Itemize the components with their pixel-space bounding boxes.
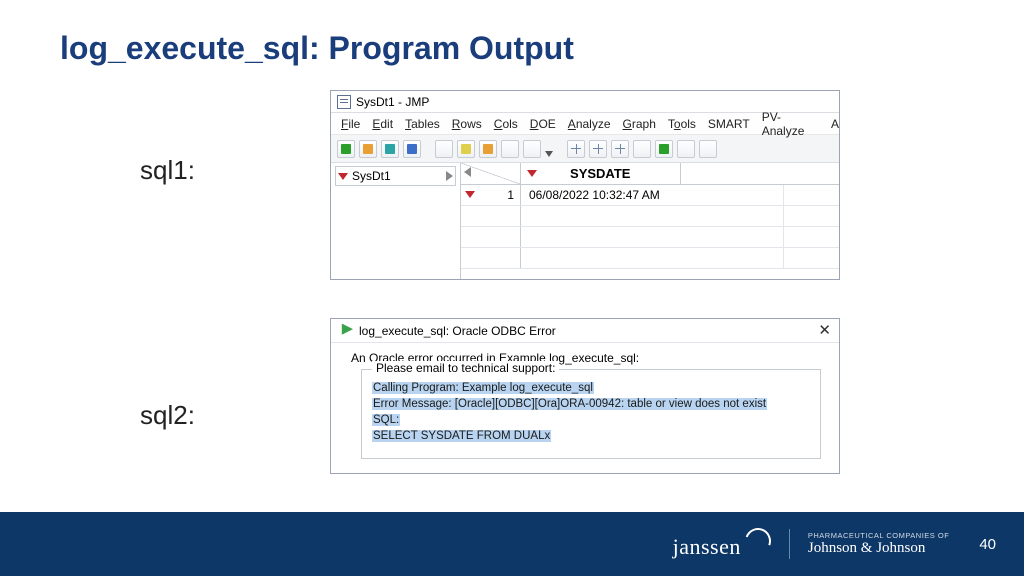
menu-smart[interactable]: SMART xyxy=(708,117,750,131)
error-legend: Please email to technical support: xyxy=(372,361,559,375)
side-item[interactable]: SysDt1 xyxy=(335,166,456,186)
table-doc-icon xyxy=(337,95,351,109)
error-title-bar: log_execute_sql: Oracle ODBC Error ✕ xyxy=(331,319,839,343)
tool-cut-icon[interactable] xyxy=(435,140,453,158)
janssen-swoosh-icon xyxy=(741,524,776,559)
run-arrow-icon xyxy=(339,324,353,338)
jmp-data-grid: SYSDATE 1 06/08/2022 10:32:47 AM xyxy=(461,163,839,279)
col-hotspot-icon[interactable] xyxy=(527,170,537,177)
footer-divider xyxy=(789,529,790,559)
jmp-menu-bar: File Edit Tables Rows Cols DOE Analyze G… xyxy=(331,113,839,135)
error-line4: SELECT SYSDATE FROM DUALx xyxy=(372,430,551,442)
tool-drop-icon[interactable] xyxy=(545,145,553,153)
row-number: 1 xyxy=(507,188,514,202)
tool-grid3-icon[interactable] xyxy=(611,140,629,158)
grid-corner[interactable] xyxy=(461,163,521,184)
close-icon[interactable]: ✕ xyxy=(818,323,831,338)
menu-doe[interactable]: DOE xyxy=(530,117,556,131)
tool-fx-icon[interactable] xyxy=(655,140,673,158)
menu-rows[interactable]: Rows xyxy=(452,117,482,131)
menu-a[interactable]: A xyxy=(831,117,839,131)
tagline-small: PHARMACEUTICAL COMPANIES OF xyxy=(808,532,949,540)
error-line1: Calling Program: Example log_execute_sql xyxy=(372,382,594,394)
tool-copy-icon[interactable] xyxy=(457,140,475,158)
jmp-side-panel: SysDt1 xyxy=(331,163,461,279)
tool-grid2-icon[interactable] xyxy=(589,140,607,158)
error-line2: Error Message: [Oracle][ODBC][Ora]ORA-00… xyxy=(372,398,767,410)
error-group: Please email to technical support: Calli… xyxy=(361,369,821,459)
menu-tools[interactable]: Tools xyxy=(668,117,696,131)
page-number: 40 xyxy=(979,536,996,553)
jmp-body: SysDt1 SYSDATE 1 0 xyxy=(331,163,839,279)
janssen-wordmark: janssen xyxy=(673,534,741,560)
menu-file[interactable]: File xyxy=(341,117,360,131)
menu-analyze[interactable]: Analyze xyxy=(568,117,611,131)
error-text-block: Calling Program: Example log_execute_sql… xyxy=(372,380,810,444)
menu-tables[interactable]: Tables xyxy=(405,117,440,131)
hotspot-icon[interactable] xyxy=(338,173,348,180)
table-row[interactable]: 1 06/08/2022 10:32:47 AM xyxy=(461,185,839,206)
tool-new-icon[interactable] xyxy=(337,140,355,158)
col-header-text: SYSDATE xyxy=(570,166,630,181)
expand-icon[interactable] xyxy=(446,171,453,181)
tool-chart-icon[interactable] xyxy=(699,140,717,158)
error-title: log_execute_sql: Oracle ODBC Error xyxy=(359,324,556,338)
tool-grid1-icon[interactable] xyxy=(567,140,585,158)
tool-paste-icon[interactable] xyxy=(479,140,497,158)
error-dialog: log_execute_sql: Oracle ODBC Error ✕ An … xyxy=(330,318,840,474)
jmp-window: SysDt1 - JMP File Edit Tables Rows Cols … xyxy=(330,90,840,280)
tool-db-icon[interactable] xyxy=(381,140,399,158)
label-sql1: sql1: xyxy=(140,155,195,186)
jmp-toolbar xyxy=(331,135,839,163)
tool-save-icon[interactable] xyxy=(403,140,421,158)
label-sql2: sql2: xyxy=(140,400,195,431)
col-extra xyxy=(681,163,840,184)
error-line3: SQL: xyxy=(372,414,400,426)
table-row-empty xyxy=(461,227,839,248)
menu-cols[interactable]: Cols xyxy=(494,117,518,131)
tool-lock-icon[interactable] xyxy=(523,140,541,158)
jmp-window-title: SysDt1 - JMP xyxy=(356,95,429,109)
janssen-logo: janssen xyxy=(673,528,771,560)
footer-bar: janssen PHARMACEUTICAL COMPANIES OF John… xyxy=(0,512,1024,576)
tool-open-icon[interactable] xyxy=(359,140,377,158)
col-header[interactable]: SYSDATE xyxy=(521,163,681,184)
jnj-lockup: PHARMACEUTICAL COMPANIES OF Johnson & Jo… xyxy=(808,532,949,557)
slide-title: log_execute_sql: Program Output xyxy=(60,30,574,67)
menu-edit[interactable]: Edit xyxy=(372,117,393,131)
menu-graph[interactable]: Graph xyxy=(623,117,656,131)
cell-sysdate[interactable]: 06/08/2022 10:32:47 AM xyxy=(521,185,784,205)
cell-empty xyxy=(784,185,839,205)
table-row-empty xyxy=(461,206,839,227)
row-hotspot-icon[interactable] xyxy=(465,191,475,198)
table-row-empty xyxy=(461,248,839,269)
side-label: SysDt1 xyxy=(352,169,391,183)
row-header[interactable]: 1 xyxy=(461,185,521,205)
tool-undo-icon[interactable] xyxy=(501,140,519,158)
tool-brush-icon[interactable] xyxy=(677,140,695,158)
tool-filter-icon[interactable] xyxy=(633,140,651,158)
menu-pvanalyze[interactable]: PV-Analyze xyxy=(762,110,819,138)
tagline-script: Johnson & Johnson xyxy=(808,540,926,557)
